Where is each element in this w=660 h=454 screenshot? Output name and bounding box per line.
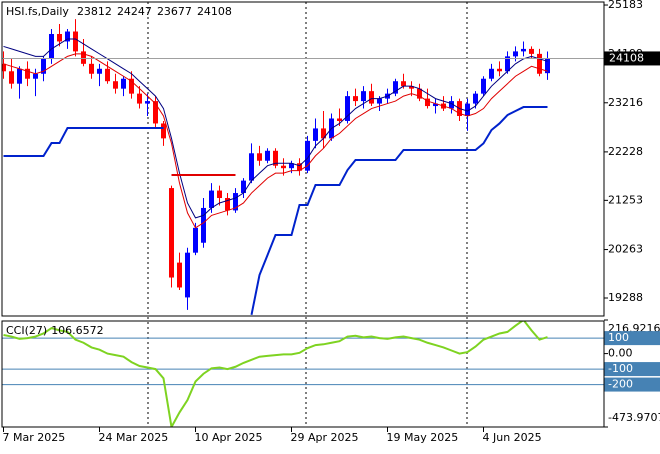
x-tick-label: 29 Apr 2025: [291, 431, 359, 444]
candle-body: [401, 81, 406, 86]
candle-body: [265, 151, 270, 161]
x-tick-label: 10 Apr 2025: [195, 431, 263, 444]
candle-body: [369, 91, 374, 103]
candle-body: [177, 263, 182, 288]
candle-body: [105, 69, 110, 81]
candle-body: [217, 191, 222, 198]
chart-header: HSI.fs,Daily 23812 24247 23677 24108: [6, 5, 232, 18]
candle-body: [521, 49, 526, 51]
y-tick-label: 100: [608, 331, 629, 344]
candle-body: [473, 94, 478, 104]
header-high: 24247: [117, 5, 152, 18]
candle-body: [9, 71, 14, 83]
candle-body: [73, 32, 78, 52]
header-close: 24108: [197, 5, 232, 18]
candle-body: [193, 228, 198, 253]
y-tick-label: 20263: [608, 243, 643, 256]
candle-body: [49, 34, 54, 59]
candle-body: [497, 69, 502, 71]
candle-body: [81, 51, 86, 63]
candle-body: [161, 123, 166, 138]
candle-body: [481, 79, 486, 94]
candle-body: [97, 69, 102, 74]
y-tick-label: 22228: [608, 145, 643, 158]
candle-body: [377, 99, 382, 104]
candle-body: [489, 69, 494, 79]
x-tick-label: 7 Mar 2025: [3, 431, 66, 444]
candle-body: [313, 128, 318, 140]
y-tick-label: -473.9707: [608, 411, 660, 424]
x-tick-label: 4 Jun 2025: [483, 431, 542, 444]
y-tick-label: 19288: [608, 291, 643, 304]
candle-body: [17, 69, 22, 84]
x-tick-label: 19 May 2025: [387, 431, 459, 444]
candle-body: [337, 118, 342, 120]
candle-body: [137, 94, 142, 104]
price-label: 24108: [609, 51, 644, 64]
candle-body: [353, 96, 358, 101]
candle-body: [361, 91, 366, 101]
x-tick-label: 24 Mar 2025: [99, 431, 169, 444]
candle-body: [537, 54, 542, 74]
candle-body: [281, 166, 286, 168]
candle-body: [209, 191, 214, 208]
candle-body: [145, 101, 150, 103]
candle-body: [121, 79, 126, 89]
candle-body: [57, 34, 62, 41]
candle-body: [185, 253, 190, 298]
y-tick-label: -100: [608, 362, 633, 375]
candle-body: [249, 153, 254, 180]
y-tick-label: -200: [608, 378, 633, 391]
candle-body: [113, 81, 118, 88]
candle-body: [529, 49, 534, 54]
header-low: 23677: [157, 5, 192, 18]
candle-body: [33, 74, 38, 79]
y-tick-label: 0.00: [608, 347, 633, 360]
candle-body: [89, 64, 94, 74]
header-open: 23812: [77, 5, 112, 18]
cci-header: CCI(27) 106.6572: [6, 324, 104, 337]
candle-body: [257, 153, 262, 160]
symbol: HSI.fs,Daily: [6, 5, 69, 18]
y-tick-label: 25183: [608, 0, 643, 11]
indicator-name: CCI(27): [6, 324, 47, 337]
indicator-value: 106.6572: [51, 324, 104, 337]
y-tick-label: 23216: [608, 96, 643, 109]
y-tick-label: 21253: [608, 193, 643, 206]
candle-body: [169, 188, 174, 277]
candle-body: [513, 51, 518, 56]
